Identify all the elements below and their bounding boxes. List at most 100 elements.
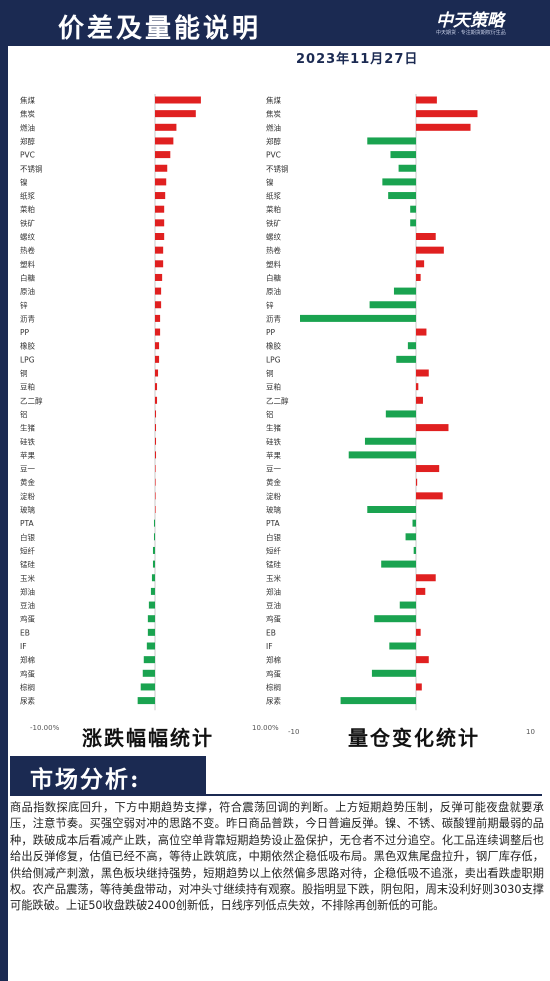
category-label: 铁矿 — [266, 218, 281, 228]
category-label: 原油 — [20, 286, 35, 296]
category-label: 棕榈 — [266, 682, 281, 692]
category-label: 锰硅 — [266, 559, 281, 569]
category-label: 燃油 — [20, 122, 35, 132]
category-label: 锌 — [266, 300, 274, 310]
category-label: EB — [20, 628, 30, 637]
category-label: 乙二醇 — [266, 395, 289, 405]
category-label: 乙二醇 — [20, 395, 43, 405]
category-label: 白糖 — [20, 272, 35, 282]
category-label: 热卷 — [266, 245, 281, 255]
category-label: 螺纹 — [266, 232, 281, 242]
data-bar — [388, 192, 416, 200]
logo-text: 中天策略 — [436, 11, 504, 31]
data-bar — [155, 260, 164, 268]
category-label: 鸡蛋 — [20, 614, 35, 624]
category-label: 菜粕 — [20, 204, 35, 214]
data-bar — [382, 178, 416, 186]
data-bar — [416, 492, 443, 500]
data-bar — [142, 669, 155, 677]
data-bar — [155, 465, 156, 473]
data-bar — [155, 410, 157, 418]
data-bar — [146, 642, 155, 650]
category-label: 不锈钢 — [266, 163, 289, 173]
category-label: 白银 — [266, 532, 281, 542]
data-bar — [369, 301, 416, 309]
data-bar — [416, 383, 419, 391]
data-bar — [371, 669, 416, 677]
category-label: 镍 — [20, 177, 28, 187]
data-bar — [155, 151, 171, 159]
category-label: 玉米 — [266, 573, 281, 583]
category-label: 纸浆 — [266, 191, 281, 201]
category-label: 苹果 — [20, 450, 35, 460]
category-label: PVC — [266, 151, 281, 160]
data-bar — [374, 615, 416, 623]
data-bar — [155, 192, 166, 200]
data-bar — [367, 137, 416, 145]
category-label: 豆一 — [266, 465, 281, 474]
data-bar — [416, 369, 429, 377]
data-bar — [413, 546, 416, 554]
data-bar — [410, 219, 416, 227]
data-bar — [155, 437, 157, 445]
report-date: 2023年11月27日 — [296, 52, 419, 67]
category-label: 郑醇 — [266, 136, 281, 146]
data-bar — [385, 410, 416, 418]
data-bar — [416, 396, 423, 404]
category-label: EB — [266, 628, 276, 637]
data-bar — [416, 260, 425, 268]
category-label: 郑醇 — [20, 136, 35, 146]
category-label: LPG — [266, 355, 281, 364]
category-label: 镍 — [266, 177, 274, 187]
category-label: 铜 — [20, 368, 28, 378]
category-label: 热卷 — [20, 245, 35, 255]
category-label: 焦炭 — [266, 109, 281, 119]
data-bar — [153, 533, 155, 541]
data-bar — [155, 164, 168, 172]
data-bar — [390, 151, 416, 159]
data-bar — [348, 451, 416, 459]
category-label: 短纤 — [266, 545, 281, 555]
data-bar — [340, 697, 416, 705]
category-label: 淀粉 — [20, 491, 35, 501]
category-label: 橡胶 — [20, 341, 35, 351]
data-bar — [416, 656, 429, 664]
category-label: 尿素 — [266, 696, 281, 706]
category-label: 豆粕 — [266, 382, 281, 392]
data-bar — [416, 110, 478, 118]
data-bar — [155, 492, 156, 500]
category-label: 豆油 — [266, 600, 281, 610]
category-label: 尿素 — [20, 696, 35, 706]
data-bar — [155, 246, 164, 254]
category-label: 短纤 — [20, 545, 35, 555]
data-bar — [155, 96, 201, 104]
data-bar — [416, 273, 421, 281]
category-label: 苹果 — [266, 450, 281, 460]
data-bar — [155, 205, 165, 213]
category-label: 原油 — [266, 286, 281, 296]
market-analysis-text: 商品指数探底回升，下方中期趋势支撑，符合震荡回调的判断。上方短期趋势压制，反弹可… — [10, 801, 544, 913]
chart-caption-left: 涨跌幅幅统计 — [82, 726, 214, 750]
category-label: 玻璃 — [266, 505, 281, 515]
category-label: 螺纹 — [20, 232, 35, 242]
category-label: 铜 — [266, 368, 274, 378]
data-bar — [147, 628, 155, 636]
data-bar — [155, 424, 157, 432]
category-label: 生猪 — [20, 423, 35, 433]
data-bar — [393, 287, 416, 295]
data-bar — [152, 546, 155, 554]
category-label: 沥青 — [266, 313, 281, 323]
category-label: 生猪 — [266, 423, 281, 433]
category-label: 塑料 — [266, 259, 281, 269]
data-bar — [416, 478, 418, 486]
category-label: PTA — [266, 519, 281, 528]
data-bar — [364, 437, 416, 445]
category-label: 燃油 — [266, 122, 281, 132]
data-bar — [155, 219, 165, 227]
category-label: 塑料 — [20, 259, 35, 269]
category-label: 郑油 — [266, 586, 281, 596]
category-label: 黄金 — [20, 477, 35, 487]
header-date-band — [0, 46, 550, 68]
logo-subtext: 中天期货 · 专注期货期权衍生品 — [436, 30, 506, 36]
